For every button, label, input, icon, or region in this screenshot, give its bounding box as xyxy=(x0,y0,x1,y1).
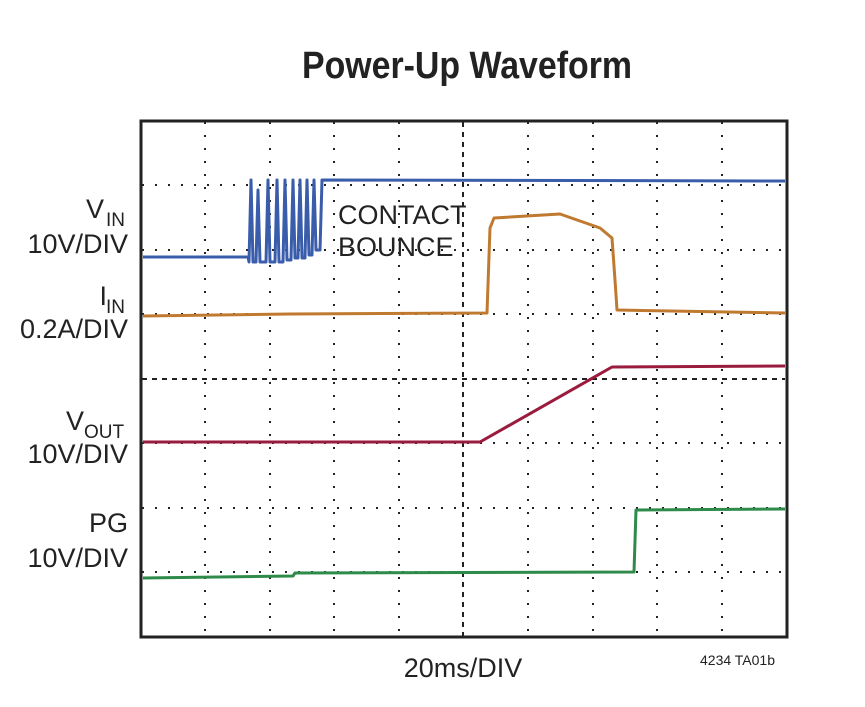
trace-scale: 10V/DIV xyxy=(27,229,128,259)
vout-trace xyxy=(143,364,786,444)
trace-name: I xyxy=(99,281,107,311)
x-axis-label: 20ms/DIV xyxy=(404,653,523,683)
trace-name: V xyxy=(66,406,84,436)
vin-trace xyxy=(143,178,786,264)
plot-frame xyxy=(139,119,789,639)
trace-scale: 10V/DIV xyxy=(27,439,128,469)
figure-id: 4234 TA01b xyxy=(700,652,775,668)
chart-title: Power-Up Waveform xyxy=(302,45,632,87)
trace-scale: 0.2A/DIV xyxy=(20,314,128,344)
trace-name: PG xyxy=(89,508,128,538)
annotation: BOUNCE xyxy=(338,232,454,262)
trace-subscript: IN xyxy=(106,210,125,231)
pg-trace xyxy=(142,507,786,580)
iin-trace xyxy=(142,212,786,318)
trace-scale: 10V/DIV xyxy=(27,543,128,573)
trace-subscript: IN xyxy=(106,297,125,318)
annotation: CONTACT xyxy=(338,200,467,230)
trace-name: V xyxy=(86,194,104,224)
grid xyxy=(139,119,789,639)
trace-subscript: OUT xyxy=(84,422,125,443)
